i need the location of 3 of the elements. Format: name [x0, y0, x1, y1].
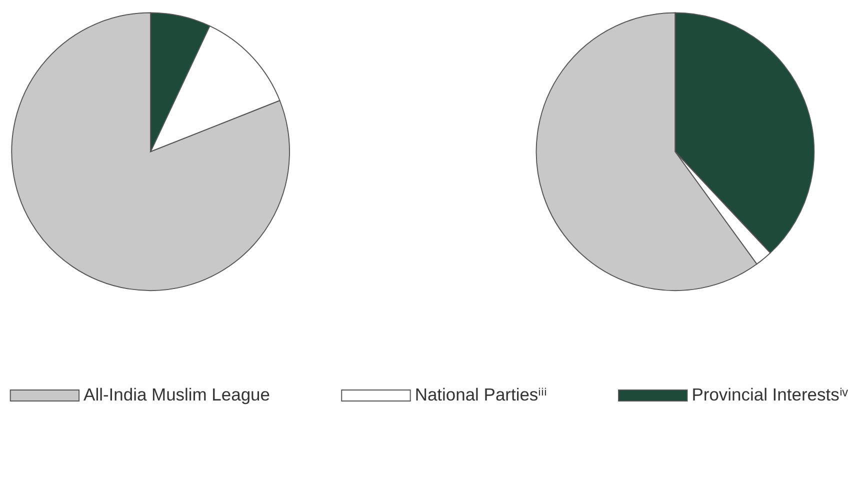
legend-label: National Partiesⁱⁱⁱ: [414, 384, 548, 404]
legend-label: Provincial Interestsⁱᵛ: [692, 384, 848, 404]
legend-label: All-India Muslim League: [84, 384, 270, 404]
